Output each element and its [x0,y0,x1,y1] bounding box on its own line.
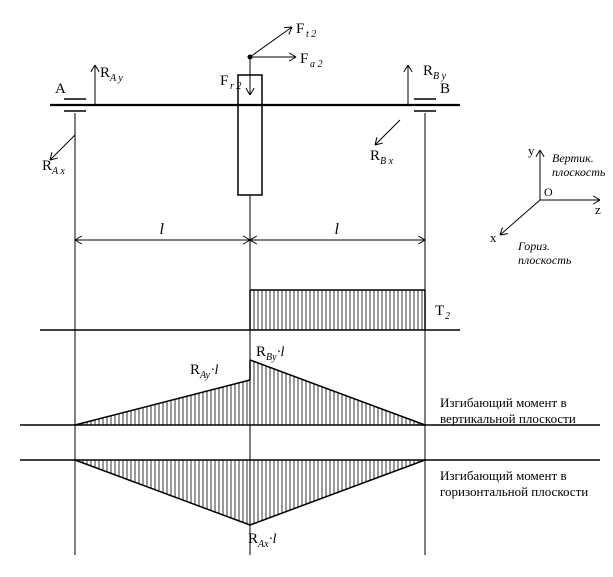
svg-text:·l: ·l [211,363,219,378]
svg-text:B x: B x [380,156,394,167]
svg-text:вертикальной плоскости: вертикальной плоскости [440,411,576,426]
svg-text:R: R [100,65,110,81]
svg-text:·l: ·l [277,345,285,360]
svg-text:T: T [435,303,444,319]
bm-horizontal-plane: RAx·l Изгибающий момент вгоризонтальной п… [20,460,600,550]
svg-text:Ay: Ay [199,370,211,381]
torque-diagram: T2 [40,290,460,330]
svg-text:F: F [300,51,308,67]
svg-text:O: O [544,185,553,199]
svg-text:A: A [55,81,66,97]
coord-system: yzxOВертик.плоскостьГориз.плоскость [490,143,606,267]
svg-text:R: R [256,344,266,360]
svg-text:y: y [528,143,535,158]
gear-block: Ft 2Fa 2Fr 2 [220,21,323,195]
svg-text:R: R [42,158,52,174]
svg-text:a 2: a 2 [310,59,323,70]
svg-text:A x: A x [51,166,65,177]
svg-text:2: 2 [445,311,450,322]
svg-text:горизонтальной плоскости: горизонтальной плоскости [440,484,588,499]
svg-text:l: l [335,221,340,238]
svg-text:z: z [595,202,601,217]
svg-text:B: B [440,81,450,97]
svg-text:R: R [370,148,380,164]
svg-text:t 2: t 2 [306,29,316,40]
svg-text:·l: ·l [269,532,277,547]
root: RA yRA xARB yRB xBFt 2Fa 2Fr 2llT2RAy·lR… [20,21,606,555]
svg-text:F: F [220,73,228,89]
bm-vertical-plane: RAy·lRBy·lИзгибающий момент ввертикально… [20,344,600,426]
svg-text:плоскость: плоскость [518,253,572,267]
svg-text:l: l [160,221,165,238]
svg-text:F: F [296,21,304,37]
svg-text:R: R [423,63,433,79]
svg-text:Ax: Ax [257,539,269,550]
svg-text:Изгибающий момент в: Изгибающий момент в [440,468,567,483]
svg-text:плоскость: плоскость [552,165,606,179]
svg-text:r 2: r 2 [230,81,241,92]
svg-text:By: By [266,352,277,363]
svg-text:R: R [190,362,200,378]
shaft-diagram: RA yRA xARB yRB xBFt 2Fa 2Fr 2llT2RAy·lR… [0,0,613,577]
svg-text:Изгибающий момент в: Изгибающий момент в [440,395,567,410]
svg-text:x: x [490,230,497,245]
support-A: RA yRA xA [42,65,123,177]
svg-text:Гориз.: Гориз. [517,239,550,253]
support-B: RB yRB xB [370,63,450,167]
svg-text:R: R [248,531,258,547]
svg-text:A y: A y [109,73,123,84]
svg-text:Вертик.: Вертик. [552,151,594,165]
